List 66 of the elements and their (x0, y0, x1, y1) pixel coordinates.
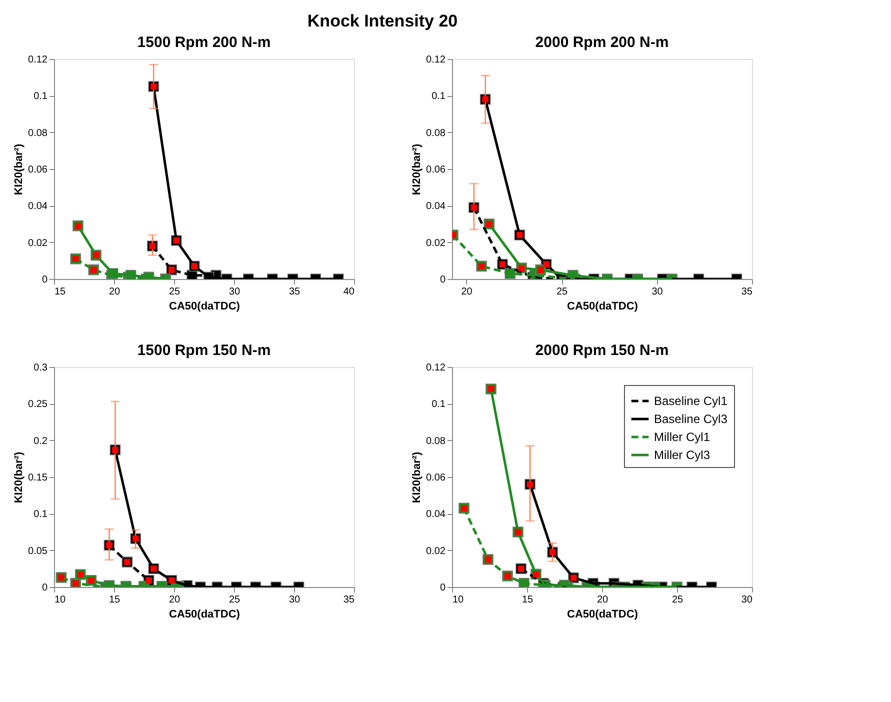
x-tick-label: 15 (54, 286, 66, 298)
x-tick-label: 25 (556, 286, 568, 298)
x-tick-label: 25 (672, 594, 684, 606)
x-tick-label: 20 (108, 286, 120, 298)
y-tick-label: 0.12 (426, 362, 446, 374)
x-tick-label: 10 (54, 594, 66, 606)
y-tick-label: 0.02 (28, 238, 48, 249)
y-tick-label: 0.15 (28, 472, 48, 484)
x-tick-label: 35 (343, 594, 355, 606)
y-axis-title: KI20(bar²) (13, 143, 26, 196)
x-tick-label: 25 (228, 594, 240, 606)
y-tick-label: 0.1 (432, 91, 446, 102)
chart-title: 2000 Rpm 200 N-m (535, 34, 669, 51)
legend-label: Baseline Cyl1 (654, 394, 728, 408)
y-tick-label: 0.2 (34, 436, 48, 447)
x-tick-label: 35 (741, 286, 753, 298)
y-tick-label: 0.1 (34, 509, 48, 520)
text: Knock Intensity 20 (307, 12, 458, 30)
x-axis-title: CA50(daTDC) (169, 300, 240, 312)
legend-label: Miller Cyl1 (654, 430, 710, 444)
y-tick-label: 0.06 (426, 164, 446, 176)
chart-title: 2000 Rpm 150 N-m (535, 342, 669, 359)
y-tick-label: 0.1 (432, 399, 446, 410)
x-tick-label: 40 (343, 286, 355, 298)
y-tick-label: 0.08 (28, 128, 48, 139)
y-axis-title: KI20(bar²) (13, 451, 26, 504)
y-tick-label: 0 (42, 582, 48, 594)
legend-label: Baseline Cyl3 (654, 412, 728, 426)
y-tick-label: 0.04 (28, 201, 48, 212)
y-tick-label: 0.04 (426, 509, 446, 520)
x-axis-title: CA50(daTDC) (567, 608, 638, 620)
y-tick-label: 0.12 (426, 54, 446, 66)
y-tick-label: 0.3 (34, 362, 48, 374)
x-tick-label: 15 (108, 594, 120, 606)
y-tick-label: 0 (42, 274, 48, 286)
y-tick-label: 0.05 (28, 546, 48, 557)
x-tick-label: 10 (452, 594, 464, 606)
x-tick-label: 15 (522, 594, 534, 606)
y-tick-label: 0.06 (426, 472, 446, 484)
x-tick-label: 30 (228, 286, 240, 298)
y-tick-label: 0.1 (34, 91, 48, 102)
y-tick-label: 0.04 (426, 201, 446, 212)
x-tick-label: 30 (288, 594, 300, 606)
legend-label: Miller Cyl3 (654, 448, 710, 462)
y-tick-label: 0.25 (28, 399, 48, 410)
y-axis-title: KI20(bar²) (411, 451, 424, 504)
y-tick-label: 0.02 (426, 546, 446, 557)
y-tick-label: 0 (440, 582, 446, 594)
y-tick-label: 0.12 (28, 54, 48, 66)
y-tick-label: 0.06 (28, 164, 48, 176)
chart-title: 1500 Rpm 200 N-m (137, 34, 271, 51)
y-tick-label: 0 (440, 274, 446, 286)
x-axis-title: CA50(daTDC) (169, 608, 240, 620)
y-tick-label: 0.08 (426, 436, 446, 447)
x-tick-label: 20 (596, 594, 608, 606)
x-tick-label: 30 (741, 594, 753, 606)
x-axis-title: CA50(daTDC) (567, 300, 638, 312)
y-tick-label: 0.08 (426, 128, 446, 139)
y-tick-label: 0.02 (426, 238, 446, 249)
x-tick-label: 25 (168, 286, 180, 298)
x-tick-label: 30 (652, 286, 664, 298)
x-tick-label: 20 (168, 594, 180, 606)
y-axis-title: KI20(bar²) (411, 143, 424, 196)
chart-title: 1500 Rpm 150 N-m (137, 342, 271, 359)
x-tick-label: 20 (461, 286, 473, 298)
x-tick-label: 35 (288, 286, 300, 298)
